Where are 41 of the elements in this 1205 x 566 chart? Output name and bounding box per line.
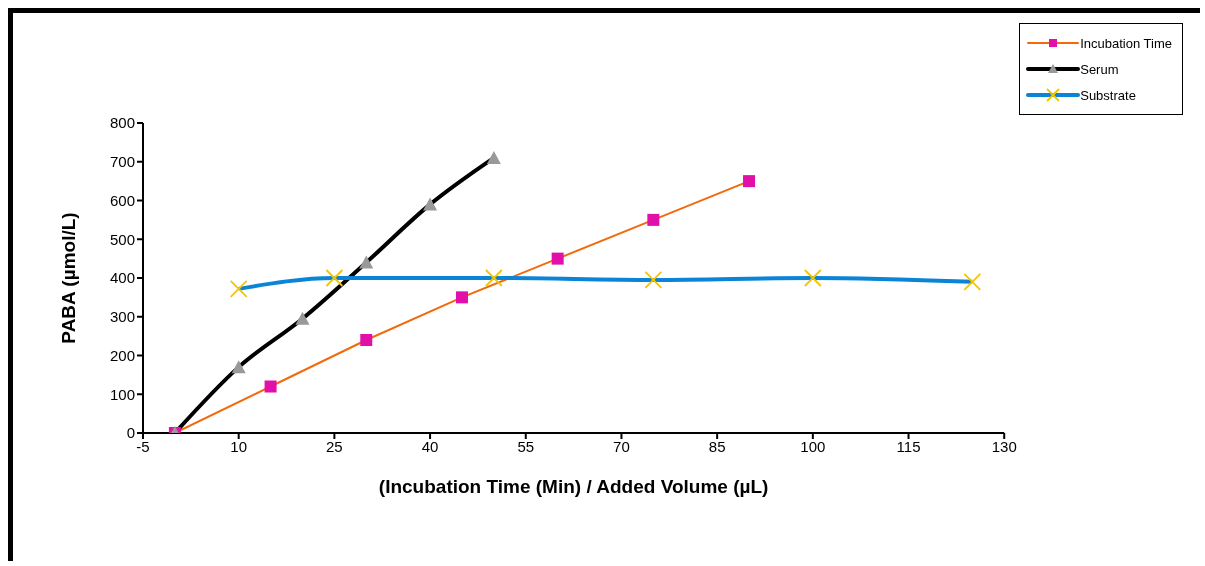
point (963, 272, 982, 291)
x-tick-label: 85 (708, 437, 726, 455)
point (360, 334, 373, 346)
legend-label: Incubation Time (1080, 35, 1172, 51)
point (231, 360, 246, 374)
point (264, 380, 277, 393)
y-tick-label: 600 (109, 191, 135, 209)
y-tick-label: 800 (109, 114, 135, 132)
y-tick-label: 300 (109, 308, 135, 326)
x-tick-label: 100 (800, 437, 826, 455)
point (295, 311, 310, 325)
x-tick-label: 40 (421, 437, 439, 455)
point (803, 269, 822, 287)
y-tick-label: 200 (109, 346, 135, 364)
point (484, 269, 503, 287)
point (359, 255, 374, 269)
y-tick-label: 100 (109, 385, 135, 403)
x-tick-label: 10 (230, 437, 248, 455)
x-tick-label: 130 (991, 437, 1017, 455)
point (229, 279, 248, 298)
point (647, 213, 660, 226)
point (423, 197, 438, 211)
x-tick-label: 70 (613, 437, 630, 455)
point (325, 269, 344, 287)
point (743, 175, 756, 188)
legend-label: Substrate (1080, 87, 1136, 103)
point (551, 252, 564, 265)
legend-label: Serum (1080, 61, 1119, 77)
y-tick-label: 0 (126, 424, 135, 442)
y-axis-title: PABA (µmol/L) (57, 212, 79, 344)
y-tick-label: 400 (109, 269, 135, 287)
x-tick-label: -5 (136, 437, 150, 455)
x-tick-label: 25 (326, 437, 343, 455)
x-tick-label: 55 (517, 437, 535, 455)
point (644, 271, 663, 289)
y-tick-label: 700 (109, 153, 135, 171)
x-tick-label: 115 (896, 437, 921, 455)
point (455, 291, 468, 304)
point (486, 150, 501, 164)
x-axis-title: (Incubation Time (Min) / Added Volume (µL) (378, 476, 769, 497)
y-tick-label: 500 (109, 230, 135, 248)
